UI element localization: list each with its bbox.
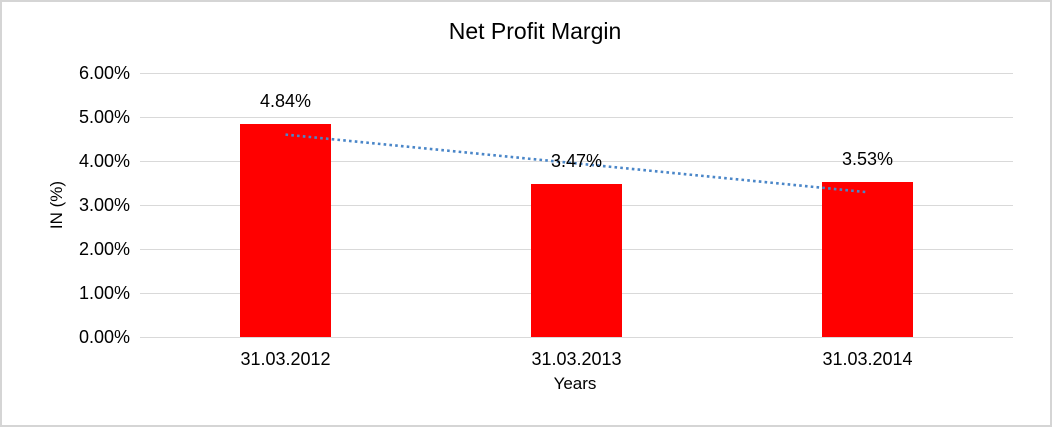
y-tick-label: 4.00% — [78, 151, 130, 171]
data-label: 4.84% — [259, 91, 312, 112]
y-tick-label: 6.00% — [78, 63, 130, 83]
data-label: 3.53% — [841, 148, 894, 169]
gridline — [140, 117, 1013, 118]
gridline — [140, 73, 1013, 74]
y-tick-label: 3.00% — [78, 195, 130, 215]
x-axis-title: Years — [553, 374, 597, 393]
y-tick-label: 5.00% — [78, 107, 130, 127]
gridline — [140, 337, 1013, 338]
chart-title: Net Profit Margin — [448, 18, 622, 44]
bar — [531, 184, 622, 337]
data-label: 3.47% — [550, 151, 603, 172]
y-tick-label: 1.00% — [78, 283, 130, 303]
x-tick-label: 31.03.2012 — [240, 349, 331, 369]
y-tick-label: 0.00% — [78, 327, 130, 347]
x-tick-label: 31.03.2014 — [822, 349, 913, 369]
y-tick-label: 2.00% — [78, 239, 130, 259]
x-tick-label: 31.03.2013 — [531, 349, 622, 369]
bar — [240, 124, 331, 337]
bar — [822, 181, 913, 337]
